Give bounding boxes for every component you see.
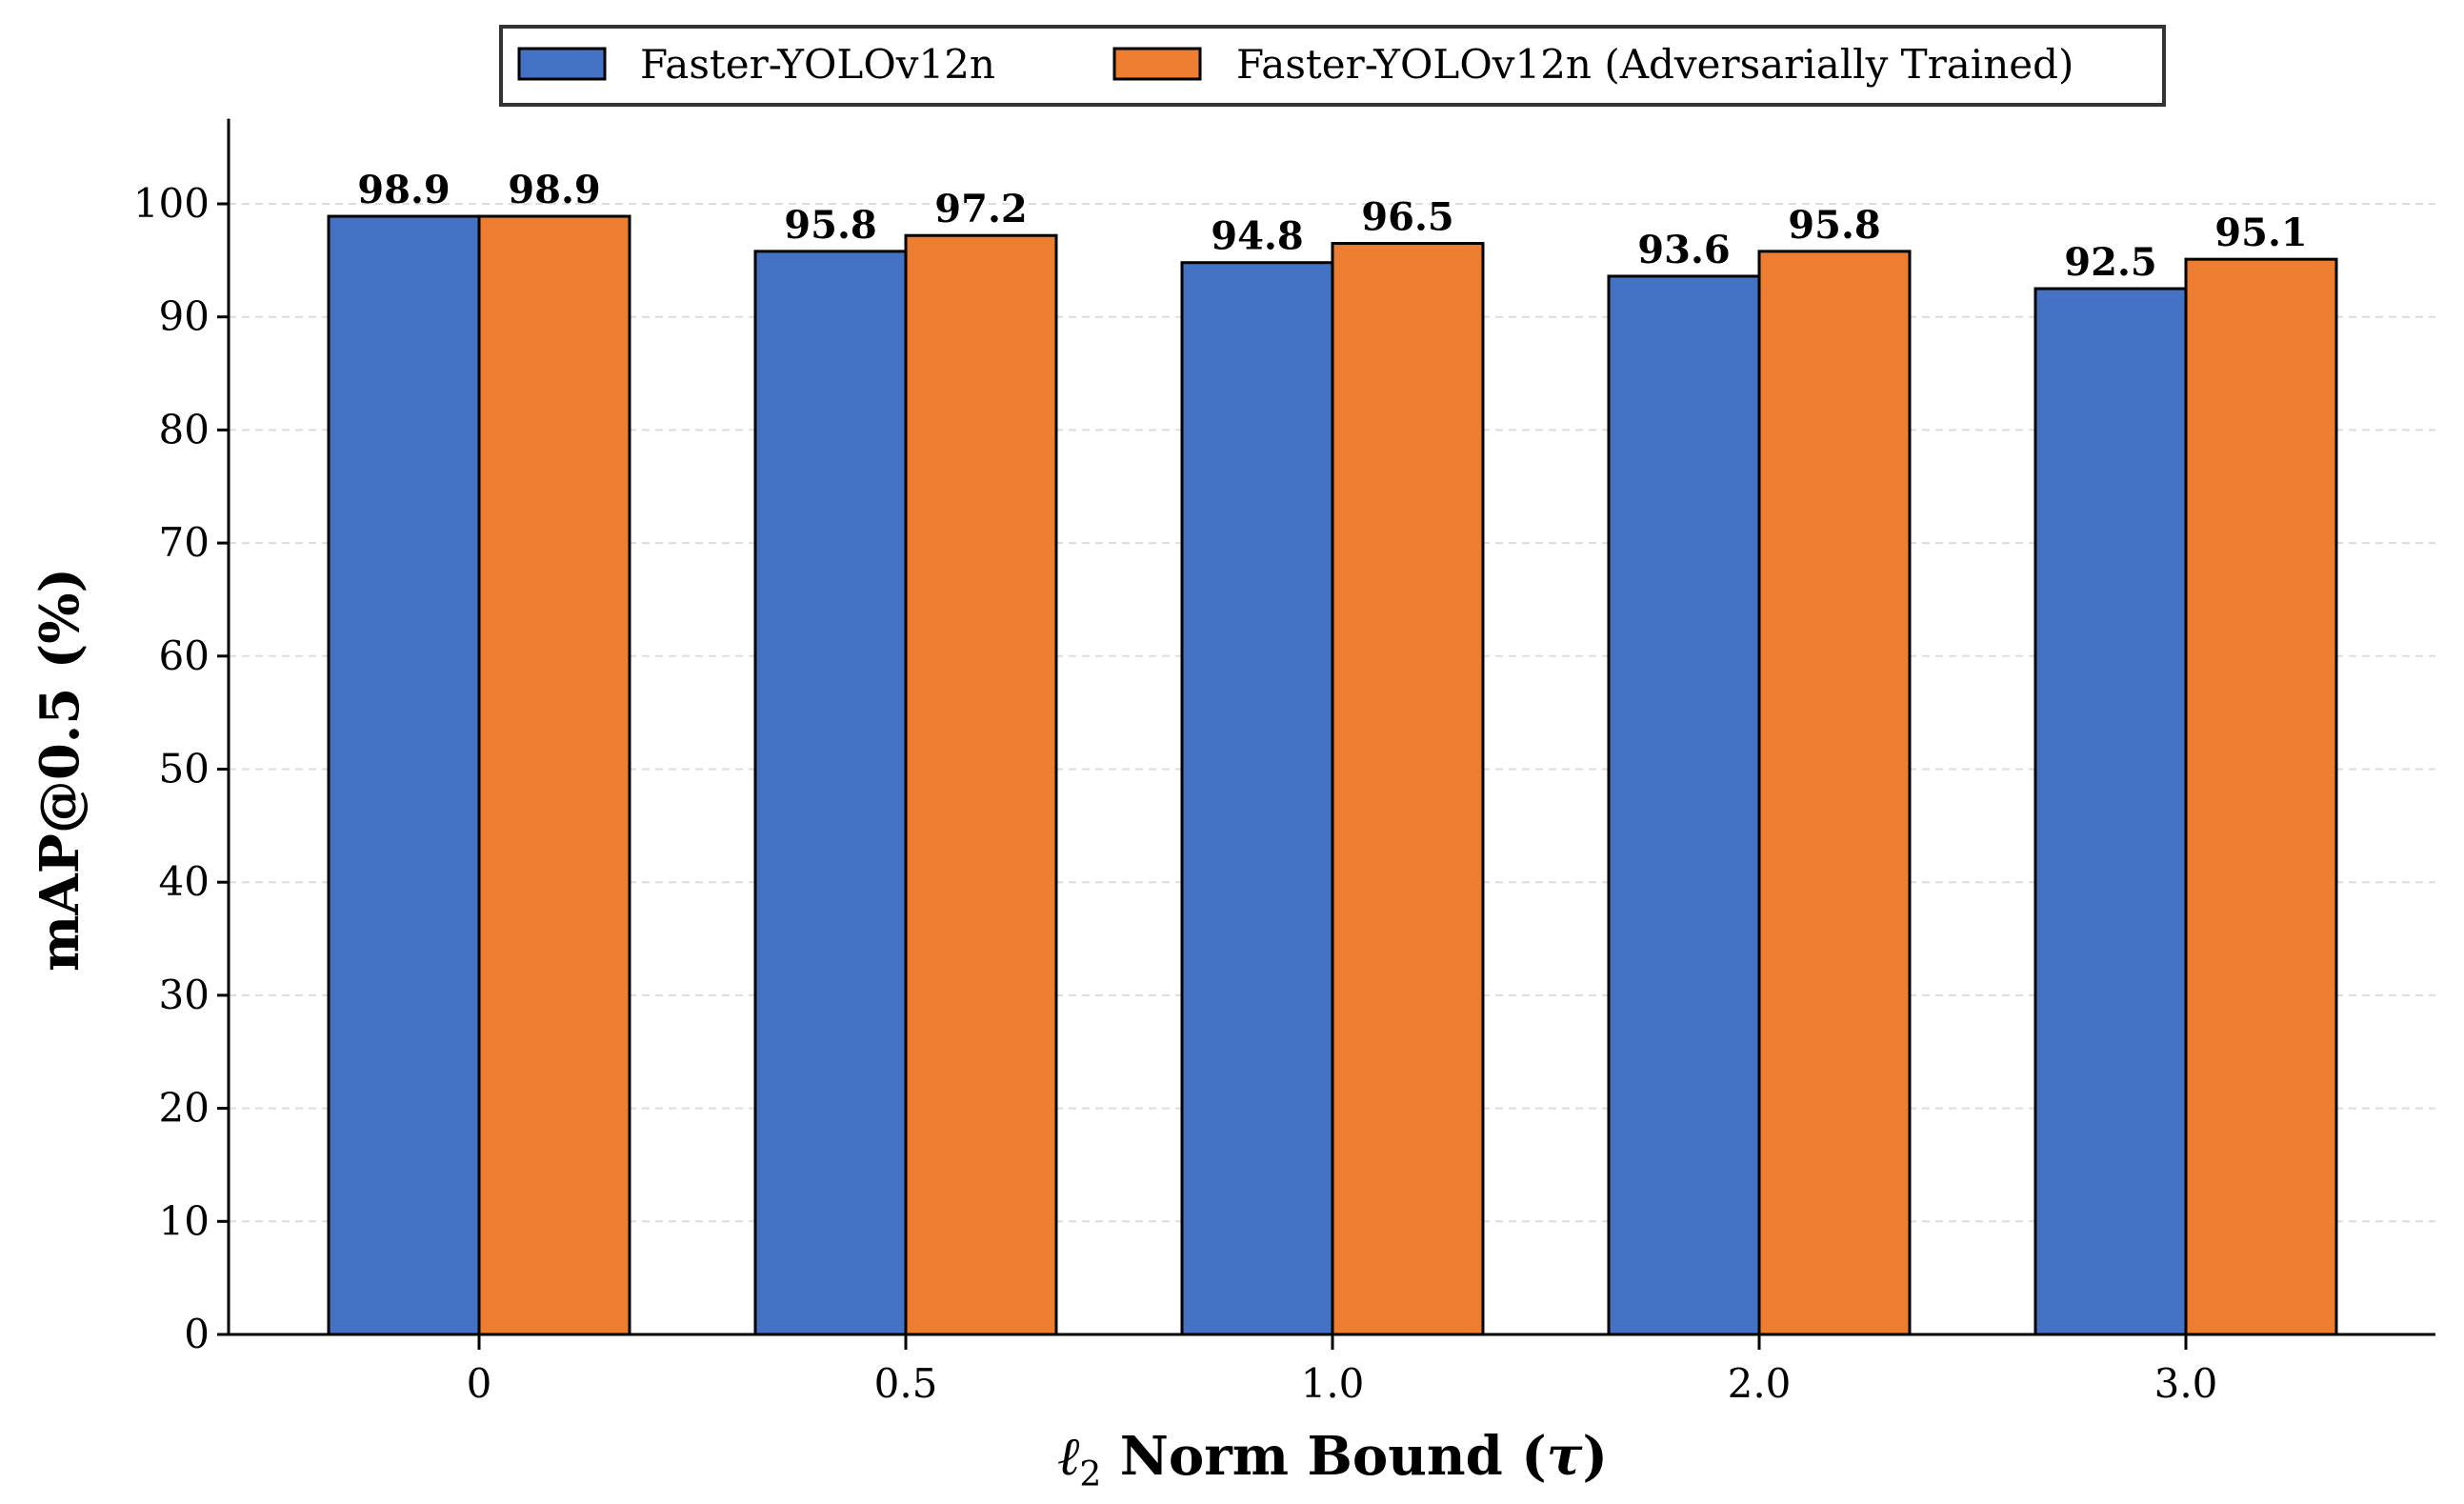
x-tick-label: 1.0 bbox=[1301, 1360, 1365, 1407]
x-axis-label-close: ) bbox=[1582, 1425, 1608, 1488]
data-label: 96.5 bbox=[1361, 195, 1453, 240]
y-tick-label: 90 bbox=[159, 293, 210, 340]
y-tick-label: 80 bbox=[159, 406, 210, 452]
bar-baseline bbox=[1180, 261, 1334, 1336]
x-axis-label-ell: ℓ bbox=[1057, 1426, 1080, 1488]
x-axis-label: ℓ2 Norm Bound (τ) bbox=[1057, 1425, 1608, 1494]
y-tick-label: 30 bbox=[159, 972, 210, 1018]
axes: 0 10 20 30 40 50 60 70 80 90 100 0 0.5 1.0 2.0 3.0 bbox=[133, 118, 2435, 1407]
legend-swatch bbox=[517, 47, 607, 81]
x-axis-label-text: Norm Bound ( bbox=[1101, 1425, 1547, 1488]
legend-swatch bbox=[1112, 47, 1202, 81]
y-axis-label: mAP@0.5 (%) bbox=[29, 568, 91, 972]
data-label: 98.9 bbox=[357, 168, 450, 212]
bar-baseline bbox=[2033, 287, 2188, 1336]
legend-label: Faster-YOLOv12n bbox=[640, 41, 995, 88]
data-label: 97.2 bbox=[934, 187, 1027, 231]
bar-baseline bbox=[753, 250, 908, 1336]
x-axis-label-tau: τ bbox=[1547, 1425, 1583, 1488]
legend: Faster-YOLOv12n Faster-YOLOv12n (Adversar… bbox=[499, 25, 2166, 107]
data-label: 93.6 bbox=[1637, 228, 1730, 272]
legend-box bbox=[499, 25, 2166, 107]
y-tick-label: 10 bbox=[159, 1197, 210, 1244]
y-tick-label: 50 bbox=[159, 746, 210, 792]
y-tick-label: 100 bbox=[133, 180, 210, 227]
bars: 98.9 98.9 95.8 97.2 94.8 96.5 93.6 95.8 92.5 95.1 bbox=[327, 168, 2338, 1336]
data-label: 95.8 bbox=[1788, 203, 1880, 248]
y-tick-label: 60 bbox=[159, 632, 210, 679]
data-label: 95.8 bbox=[784, 203, 876, 248]
data-label: 98.9 bbox=[508, 168, 600, 212]
data-label: 95.1 bbox=[2214, 211, 2307, 255]
bar-adv-trained bbox=[1331, 242, 1485, 1336]
x-axis-label-subscript: 2 bbox=[1079, 1455, 1101, 1494]
y-tick-label: 70 bbox=[159, 519, 210, 566]
y-tick-label: 0 bbox=[184, 1311, 210, 1357]
x-tick-label: 2.0 bbox=[1728, 1360, 1792, 1407]
x-tick-label: 0 bbox=[467, 1360, 492, 1407]
bar-adv-trained bbox=[477, 214, 631, 1336]
bar-baseline bbox=[327, 214, 481, 1336]
y-tick-label: 40 bbox=[159, 858, 210, 905]
data-label: 94.8 bbox=[1211, 214, 1303, 259]
legend-label: Faster-YOLOv12n (Adversarially Trained) bbox=[1236, 41, 2073, 88]
bar-baseline bbox=[1607, 274, 1761, 1336]
bar-adv-trained bbox=[904, 233, 1058, 1336]
data-label: 92.5 bbox=[2064, 240, 2156, 285]
bar-adv-trained bbox=[2184, 257, 2338, 1336]
y-tick-label: 20 bbox=[159, 1085, 210, 1132]
x-tick-label: 0.5 bbox=[874, 1360, 938, 1407]
bar-adv-trained bbox=[1757, 250, 1912, 1336]
x-tick-label: 3.0 bbox=[2154, 1360, 2218, 1407]
